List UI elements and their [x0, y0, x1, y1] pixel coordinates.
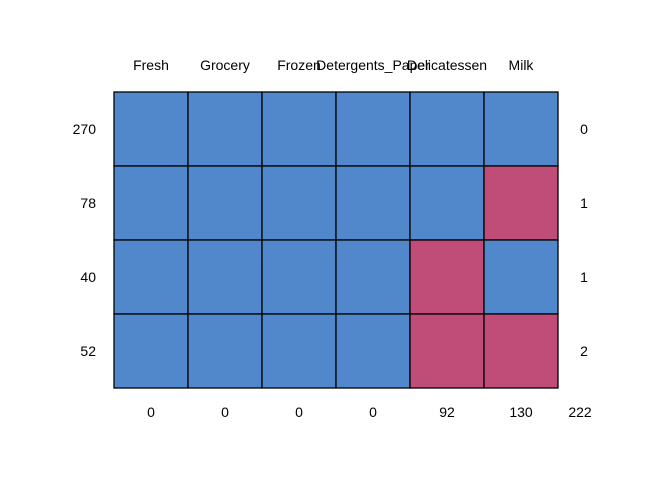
missing-cell [483, 165, 559, 241]
row-count-label: 52 [80, 343, 96, 359]
observed-cell [335, 313, 411, 389]
observed-cell [261, 239, 337, 315]
observed-cell [261, 91, 337, 167]
row-missing-label: 0 [580, 121, 588, 137]
row-missing-labels: 0 1 1 2 [580, 121, 588, 359]
observed-cell [113, 313, 189, 389]
column-total-label: 0 [147, 404, 155, 420]
column-label: Detergents_Paper [316, 57, 430, 73]
pattern-grid [113, 91, 559, 389]
column-label: Milk [509, 57, 535, 73]
row-count-labels: 270 78 40 52 [73, 121, 97, 359]
column-total-labels: 0 0 0 0 92 130 [147, 404, 533, 420]
observed-cell [187, 313, 263, 389]
grand-total-label: 222 [568, 404, 592, 420]
column-total-label: 92 [439, 404, 455, 420]
observed-cell [187, 239, 263, 315]
row-count-label: 40 [80, 269, 96, 285]
column-total-label: 0 [221, 404, 229, 420]
observed-cell [261, 165, 337, 241]
observed-cell [187, 91, 263, 167]
observed-cell [335, 165, 411, 241]
observed-cell [409, 91, 485, 167]
observed-cell [335, 239, 411, 315]
column-label: Grocery [200, 57, 250, 73]
observed-cell [187, 165, 263, 241]
observed-cell [483, 91, 559, 167]
row-missing-label: 1 [580, 195, 588, 211]
missing-cell [409, 313, 485, 389]
observed-cell [113, 239, 189, 315]
observed-cell [113, 91, 189, 167]
row-count-label: 78 [80, 195, 96, 211]
observed-cell [261, 313, 337, 389]
observed-cell [483, 239, 559, 315]
observed-cell [335, 91, 411, 167]
observed-cell [409, 165, 485, 241]
missing-cell [409, 239, 485, 315]
column-label: Delicatessen [407, 57, 487, 73]
column-total-label: 130 [509, 404, 533, 420]
column-total-label: 0 [369, 404, 377, 420]
column-total-label: 0 [295, 404, 303, 420]
row-missing-label: 2 [580, 343, 588, 359]
missing-cell [483, 313, 559, 389]
row-count-label: 270 [73, 121, 97, 137]
observed-cell [113, 165, 189, 241]
column-label: Frozen [277, 57, 321, 73]
column-label: Fresh [133, 57, 169, 73]
row-missing-label: 1 [580, 269, 588, 285]
column-labels: Fresh Grocery FrozenDetergents_PaperDelica… [133, 57, 534, 73]
